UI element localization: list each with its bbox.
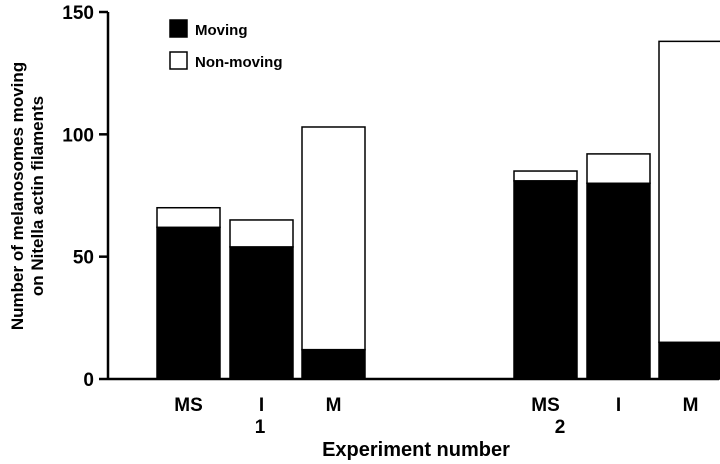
x-tick-label: I [259,395,264,416]
bar-segment-non-moving [301,126,366,351]
bars [156,40,720,380]
bar-segment-non-moving [156,206,221,229]
x-tick-label: I [616,395,621,416]
bar-segment-non-moving [513,170,578,182]
y-tick-label: 50 [73,248,94,269]
bar-segment-non-moving [586,153,651,185]
y-tick-label: 100 [62,125,94,146]
bar-segment-non-moving [658,40,720,344]
x-tick-label: M [326,395,342,416]
legend: Moving Non-moving [169,19,283,71]
legend-swatch-moving [169,19,188,38]
y-tick-label: 0 [83,370,94,391]
bar-segment-moving [156,226,221,380]
y-axis-title: Number of melanosomes moving on Nitella … [8,62,47,330]
x-tick-label: MS [174,395,203,416]
y-ticks: 0 50 100 150 [62,3,108,391]
legend-swatch-non-moving [169,51,188,70]
x-tick-label: M [683,395,699,416]
bar-segment-non-moving [229,219,294,248]
bar-segment-moving [586,182,651,380]
x-tick-labels: MS I M MS I M [174,395,698,416]
bar-segment-moving [513,180,578,380]
x-tick-label: MS [531,395,560,416]
y-tick-label: 150 [62,3,94,24]
bar-segment-moving [301,348,366,380]
y-axis-title-line-2: on Nitella actin filaments [28,96,47,296]
bar-segment-moving [658,341,720,380]
y-axis-title-line-1: Number of melanosomes moving [8,62,27,330]
legend-label-non-moving: Non-moving [195,54,283,71]
legend-label-moving: Moving [195,22,248,39]
group-label: 2 [555,417,566,438]
x-axis-title: Experiment number [322,439,510,461]
group-label: 1 [255,417,266,438]
bar-segment-moving [229,246,294,380]
